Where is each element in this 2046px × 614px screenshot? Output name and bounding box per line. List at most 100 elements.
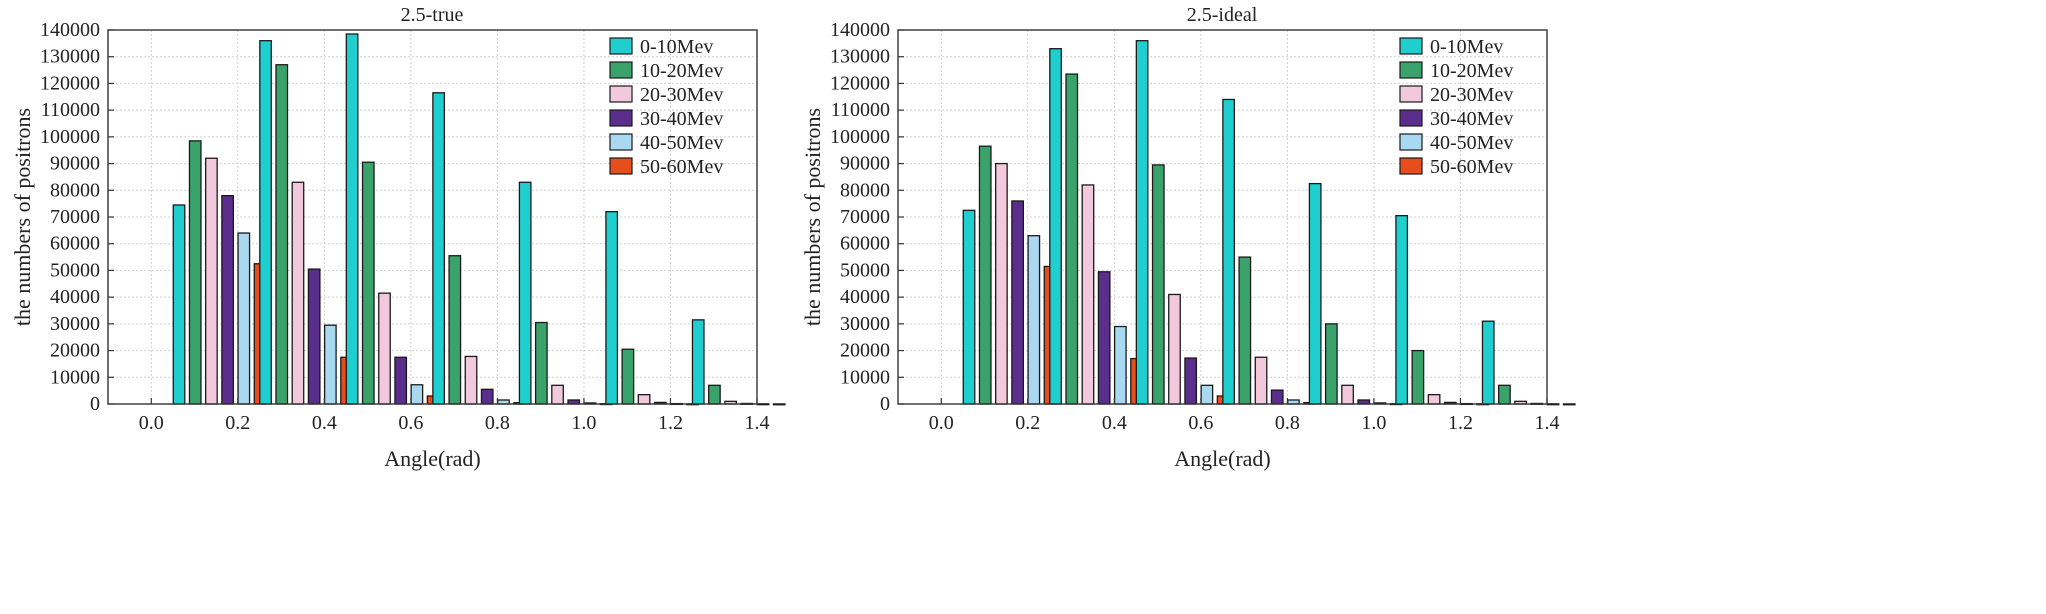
- bar-10-20Mev-0.2: [275, 64, 289, 405]
- y-tick-label: 10000: [50, 366, 100, 388]
- y-tick-label: 100000: [830, 126, 890, 148]
- y-tick-label: 40000: [50, 286, 100, 308]
- y-tick-label: 20000: [50, 340, 100, 362]
- bar-40-50Mev-1.2: [1546, 403, 1560, 406]
- chart-panel-2: 0 10000 20000 30000 40000 50000 60000 70000 8000…: [800, 4, 1576, 471]
- bar-30-40Mev-0.0: [221, 194, 235, 405]
- bar-30-40Mev-0.6: [480, 388, 494, 405]
- y-tick-label: 110000: [41, 99, 100, 121]
- legend-swatch-30-40Mev: [609, 109, 633, 127]
- bar-0-10Mev-0.4: [1135, 40, 1149, 405]
- bar-40-50Mev-0.0: [1027, 235, 1041, 405]
- y-tick-label: 10000: [840, 366, 890, 388]
- x-tick-label: 1.2: [658, 412, 683, 434]
- y-tick-label: 80000: [50, 179, 100, 201]
- bar-10-20Mev-0.8: [1324, 323, 1338, 405]
- bar-0-10Mev-1.0: [1395, 215, 1409, 405]
- legend-swatch-50-60Mev: [609, 157, 633, 175]
- legend-swatch-10-20Mev: [1399, 61, 1423, 79]
- y-tick-label: 110000: [831, 99, 890, 121]
- x-tick-label: 1.0: [571, 412, 596, 434]
- bar-20-30Mev-0.6: [464, 355, 478, 405]
- bar-0-10Mev-0.4: [345, 33, 359, 405]
- x-axis: 0.0 0.2 0.4 0.6 0.8 1.0 1.2 1.4: [139, 398, 770, 434]
- legend-label-10-20Mev: 10-20Mev: [640, 60, 723, 82]
- y-tick-label: 20000: [840, 340, 890, 362]
- bar-10-20Mev-1.0: [621, 348, 635, 405]
- bar-0-10Mev-1.0: [605, 211, 619, 405]
- y-tick-label: 70000: [50, 206, 100, 228]
- legend-label-30-40Mev: 30-40Mev: [640, 108, 723, 130]
- x-tick-label: 0.0: [139, 412, 164, 434]
- bar-10-20Mev-0.0: [978, 145, 992, 405]
- legend-label-40-50Mev: 40-50Mev: [1430, 132, 1513, 154]
- x-tick-label: 0.4: [312, 412, 337, 434]
- y-axis: 0 10000 20000 30000 40000 50000 60000 70000 8000…: [830, 19, 904, 415]
- bar-0-10Mev-0.8: [518, 181, 532, 405]
- chart-title: 2.5-true: [401, 4, 464, 26]
- y-tick-label: 50000: [50, 259, 100, 281]
- legend-swatch-30-40Mev: [1399, 109, 1423, 127]
- bar-40-50Mev-0.0: [237, 232, 251, 405]
- x-tick-label: 0.2: [225, 412, 250, 434]
- bar-10-20Mev-0.0: [188, 140, 202, 405]
- legend-label-20-30Mev: 20-30Mev: [640, 84, 723, 106]
- bar-0-10Mev-0.0: [962, 209, 976, 405]
- bar-30-40Mev-0.2: [307, 268, 321, 405]
- y-tick-label: 40000: [840, 286, 890, 308]
- y-tick-label: 120000: [830, 72, 890, 94]
- bar-30-40Mev-0.4: [1184, 357, 1198, 405]
- bar-0-10Mev-0.6: [432, 92, 446, 405]
- bar-30-40Mev-0.2: [1097, 271, 1111, 405]
- bar-40-50Mev-1.2: [756, 403, 770, 406]
- bar-0-10Mev-0.8: [1308, 182, 1322, 405]
- legend-label-30-40Mev: 30-40Mev: [1430, 108, 1513, 130]
- bar-30-40Mev-0.4: [394, 356, 408, 405]
- bar-40-50Mev-0.2: [1113, 325, 1127, 405]
- bar-20-30Mev-0.8: [1341, 384, 1354, 405]
- y-tick-label: 30000: [50, 313, 100, 335]
- chart-title: 2.5-ideal: [1187, 4, 1258, 26]
- y-axis: 0 10000 20000 30000 40000 50000 60000 70000 8000…: [40, 19, 114, 415]
- y-tick-label: 0: [90, 393, 100, 415]
- y-tick-label: 140000: [40, 19, 100, 41]
- bar-20-30Mev-0.0: [995, 162, 1008, 405]
- y-tick-label: 0: [880, 393, 890, 415]
- bar-10-20Mev-0.6: [448, 255, 462, 405]
- y-tick-label: 100000: [40, 126, 100, 148]
- x-tick-label: 1.2: [1448, 412, 1473, 434]
- legend: 0-10Mev10-20Mev20-30Mev30-40Mev40-50Mev5…: [1399, 36, 1513, 178]
- y-tick-label: 60000: [840, 233, 890, 255]
- legend-swatch-20-30Mev: [1399, 85, 1423, 103]
- bars: [172, 33, 786, 406]
- bar-10-20Mev-1.2: [1498, 384, 1511, 405]
- bar-10-20Mev-0.6: [1238, 256, 1252, 405]
- legend-swatch-0-10Mev: [1399, 37, 1423, 55]
- bar-20-30Mev-0.2: [291, 181, 305, 405]
- bar-10-20Mev-0.4: [1151, 164, 1165, 405]
- x-tick-label: 0.6: [398, 412, 423, 434]
- bar-0-10Mev-0.2: [259, 40, 272, 405]
- y-tick-label: 130000: [40, 46, 100, 68]
- y-tick-label: 130000: [830, 46, 890, 68]
- legend-label-20-30Mev: 20-30Mev: [1430, 84, 1513, 106]
- x-tick-label: 0.2: [1015, 412, 1040, 434]
- x-tick-label: 0.8: [1275, 412, 1300, 434]
- legend-swatch-20-30Mev: [609, 85, 633, 103]
- x-axis-label: Angle(rad): [384, 446, 481, 471]
- y-tick-label: 60000: [50, 233, 100, 255]
- bar-10-20Mev-0.8: [534, 321, 548, 405]
- x-tick-label: 1.0: [1361, 412, 1386, 434]
- y-tick-label: 90000: [50, 153, 100, 175]
- bar-0-10Mev-1.2: [691, 319, 705, 405]
- bar-20-30Mev-1.0: [1427, 393, 1441, 405]
- bar-20-30Mev-0.4: [378, 292, 391, 405]
- bar-30-40Mev-0.6: [1270, 389, 1284, 405]
- bar-10-20Mev-1.2: [708, 384, 721, 405]
- bar-20-30Mev-0.6: [1254, 356, 1268, 405]
- legend-label-0-10Mev: 0-10Mev: [640, 36, 713, 58]
- x-tick-label: 0.8: [485, 412, 510, 434]
- x-tick-label: 1.4: [745, 412, 770, 434]
- bar-20-30Mev-0.0: [205, 157, 218, 405]
